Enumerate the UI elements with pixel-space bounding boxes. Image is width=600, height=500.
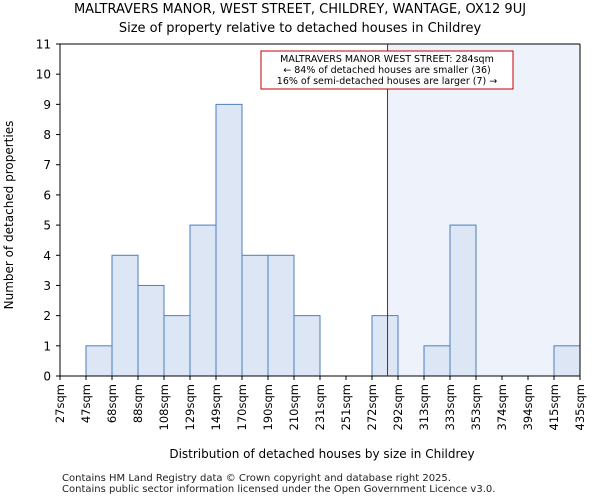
x-tick-label-231sqm: 231sqm — [313, 384, 327, 430]
x-tick-label-333sqm: 333sqm — [443, 384, 457, 430]
x-tick-label-394sqm: 394sqm — [521, 384, 535, 430]
x-tick-label-313sqm: 313sqm — [417, 384, 431, 430]
x-tick-label-47sqm: 47sqm — [79, 384, 93, 423]
bar-190sqm — [267, 254, 295, 377]
bar-88sqm — [137, 284, 165, 377]
y-tick-label-2: 2 — [43, 309, 51, 323]
bar-313sqm — [423, 345, 451, 377]
x-tick-label-374sqm: 374sqm — [495, 384, 509, 430]
x-tick-label-210sqm: 210sqm — [287, 384, 301, 430]
x-tick-label-88sqm: 88sqm — [131, 384, 145, 423]
bar-68sqm — [111, 254, 139, 377]
chart-title: MALTRAVERS MANOR, WEST STREET, CHILDREY,… — [73, 2, 527, 17]
chart-subtitle: Size of property relative to detached ho… — [118, 21, 482, 36]
x-tick-label-129sqm: 129sqm — [183, 384, 197, 430]
bar-149sqm — [215, 103, 243, 377]
y-tick-label-10: 10 — [36, 68, 51, 82]
bar-415sqm — [553, 345, 581, 377]
x-tick-label-149sqm: 149sqm — [209, 384, 223, 430]
y-tick-label-3: 3 — [43, 279, 51, 293]
annotation-line-2: ← 84% of detached houses are smaller (36… — [283, 65, 490, 76]
x-tick-label-353sqm: 353sqm — [469, 384, 483, 430]
x-tick-label-292sqm: 292sqm — [391, 384, 405, 430]
x-tick-label-190sqm: 190sqm — [261, 384, 275, 430]
highlight-region — [387, 44, 580, 376]
bar-333sqm — [449, 224, 477, 377]
y-tick-label-6: 6 — [43, 188, 51, 202]
x-tick-label-108sqm: 108sqm — [157, 384, 171, 430]
bar-108sqm — [163, 315, 191, 377]
footer-line-2: Contains public sector information licen… — [62, 484, 496, 495]
y-tick-label-4: 4 — [43, 249, 51, 263]
y-tick-label-5: 5 — [43, 219, 51, 233]
x-tick-label-251sqm: 251sqm — [339, 384, 353, 430]
y-axis-label: Number of detached properties — [2, 121, 16, 310]
bar-47sqm — [85, 345, 113, 377]
y-tick-label-9: 9 — [43, 98, 51, 112]
annotation-box — [260, 50, 514, 90]
footer-line-1: Contains HM Land Registry data © Crown c… — [62, 473, 451, 484]
annotation-line-1: MALTRAVERS MANOR WEST STREET: 284sqm — [280, 54, 494, 65]
bar-210sqm — [293, 315, 321, 377]
y-tick-label-1: 1 — [43, 339, 51, 353]
y-tick-label-11: 11 — [36, 38, 51, 52]
bar-129sqm — [189, 224, 217, 377]
y-tick-label-7: 7 — [43, 158, 51, 172]
x-tick-label-435sqm: 435sqm — [573, 384, 587, 430]
x-tick-label-272sqm: 272sqm — [365, 384, 379, 430]
x-tick-label-27sqm: 27sqm — [53, 384, 67, 423]
bar-272sqm — [371, 315, 399, 377]
x-tick-label-170sqm: 170sqm — [235, 384, 249, 430]
x-tick-label-415sqm: 415sqm — [547, 384, 561, 430]
y-tick-label-8: 8 — [43, 128, 51, 142]
bar-170sqm — [241, 254, 269, 377]
annotation-line-3: 16% of semi-detached houses are larger (… — [277, 76, 497, 87]
x-tick-label-68sqm: 68sqm — [105, 384, 119, 423]
x-axis-label: Distribution of detached houses by size … — [169, 447, 474, 461]
y-tick-label-0: 0 — [43, 370, 51, 384]
